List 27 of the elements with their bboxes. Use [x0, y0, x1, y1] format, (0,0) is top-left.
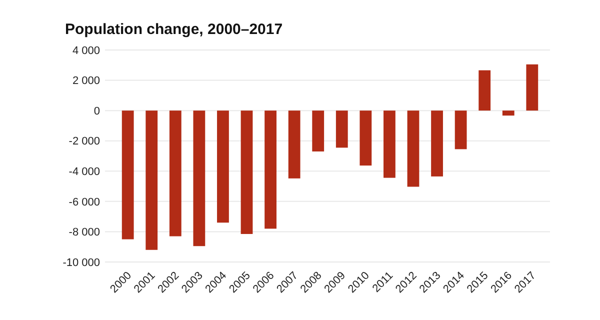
y-tick-label: 0 — [94, 105, 100, 118]
bar — [169, 110, 182, 236]
bar — [526, 64, 538, 111]
bar — [146, 110, 158, 250]
y-tick-label: -2 000 — [68, 136, 100, 148]
bar — [193, 110, 206, 246]
chart-title: Population change, 2000–2017 — [65, 21, 283, 38]
bar — [431, 110, 443, 176]
bar — [288, 110, 300, 178]
bar — [478, 70, 491, 111]
bar — [384, 110, 396, 178]
y-tick-label: 2 000 — [72, 75, 100, 88]
bar — [312, 110, 324, 152]
bar — [217, 110, 229, 223]
bar — [360, 110, 372, 166]
y-tick-label: -10 000 — [62, 256, 100, 269]
bar — [122, 110, 134, 240]
bar — [240, 110, 253, 234]
y-tick-label: -4 000 — [68, 166, 100, 178]
bar — [454, 110, 467, 150]
bar — [336, 110, 348, 148]
bar — [407, 110, 420, 187]
y-tick-label: -6 000 — [68, 196, 100, 208]
y-tick-label: 4 000 — [72, 44, 100, 57]
bar — [264, 110, 276, 229]
y-tick-label: -8 000 — [68, 226, 100, 239]
bar — [502, 110, 514, 116]
